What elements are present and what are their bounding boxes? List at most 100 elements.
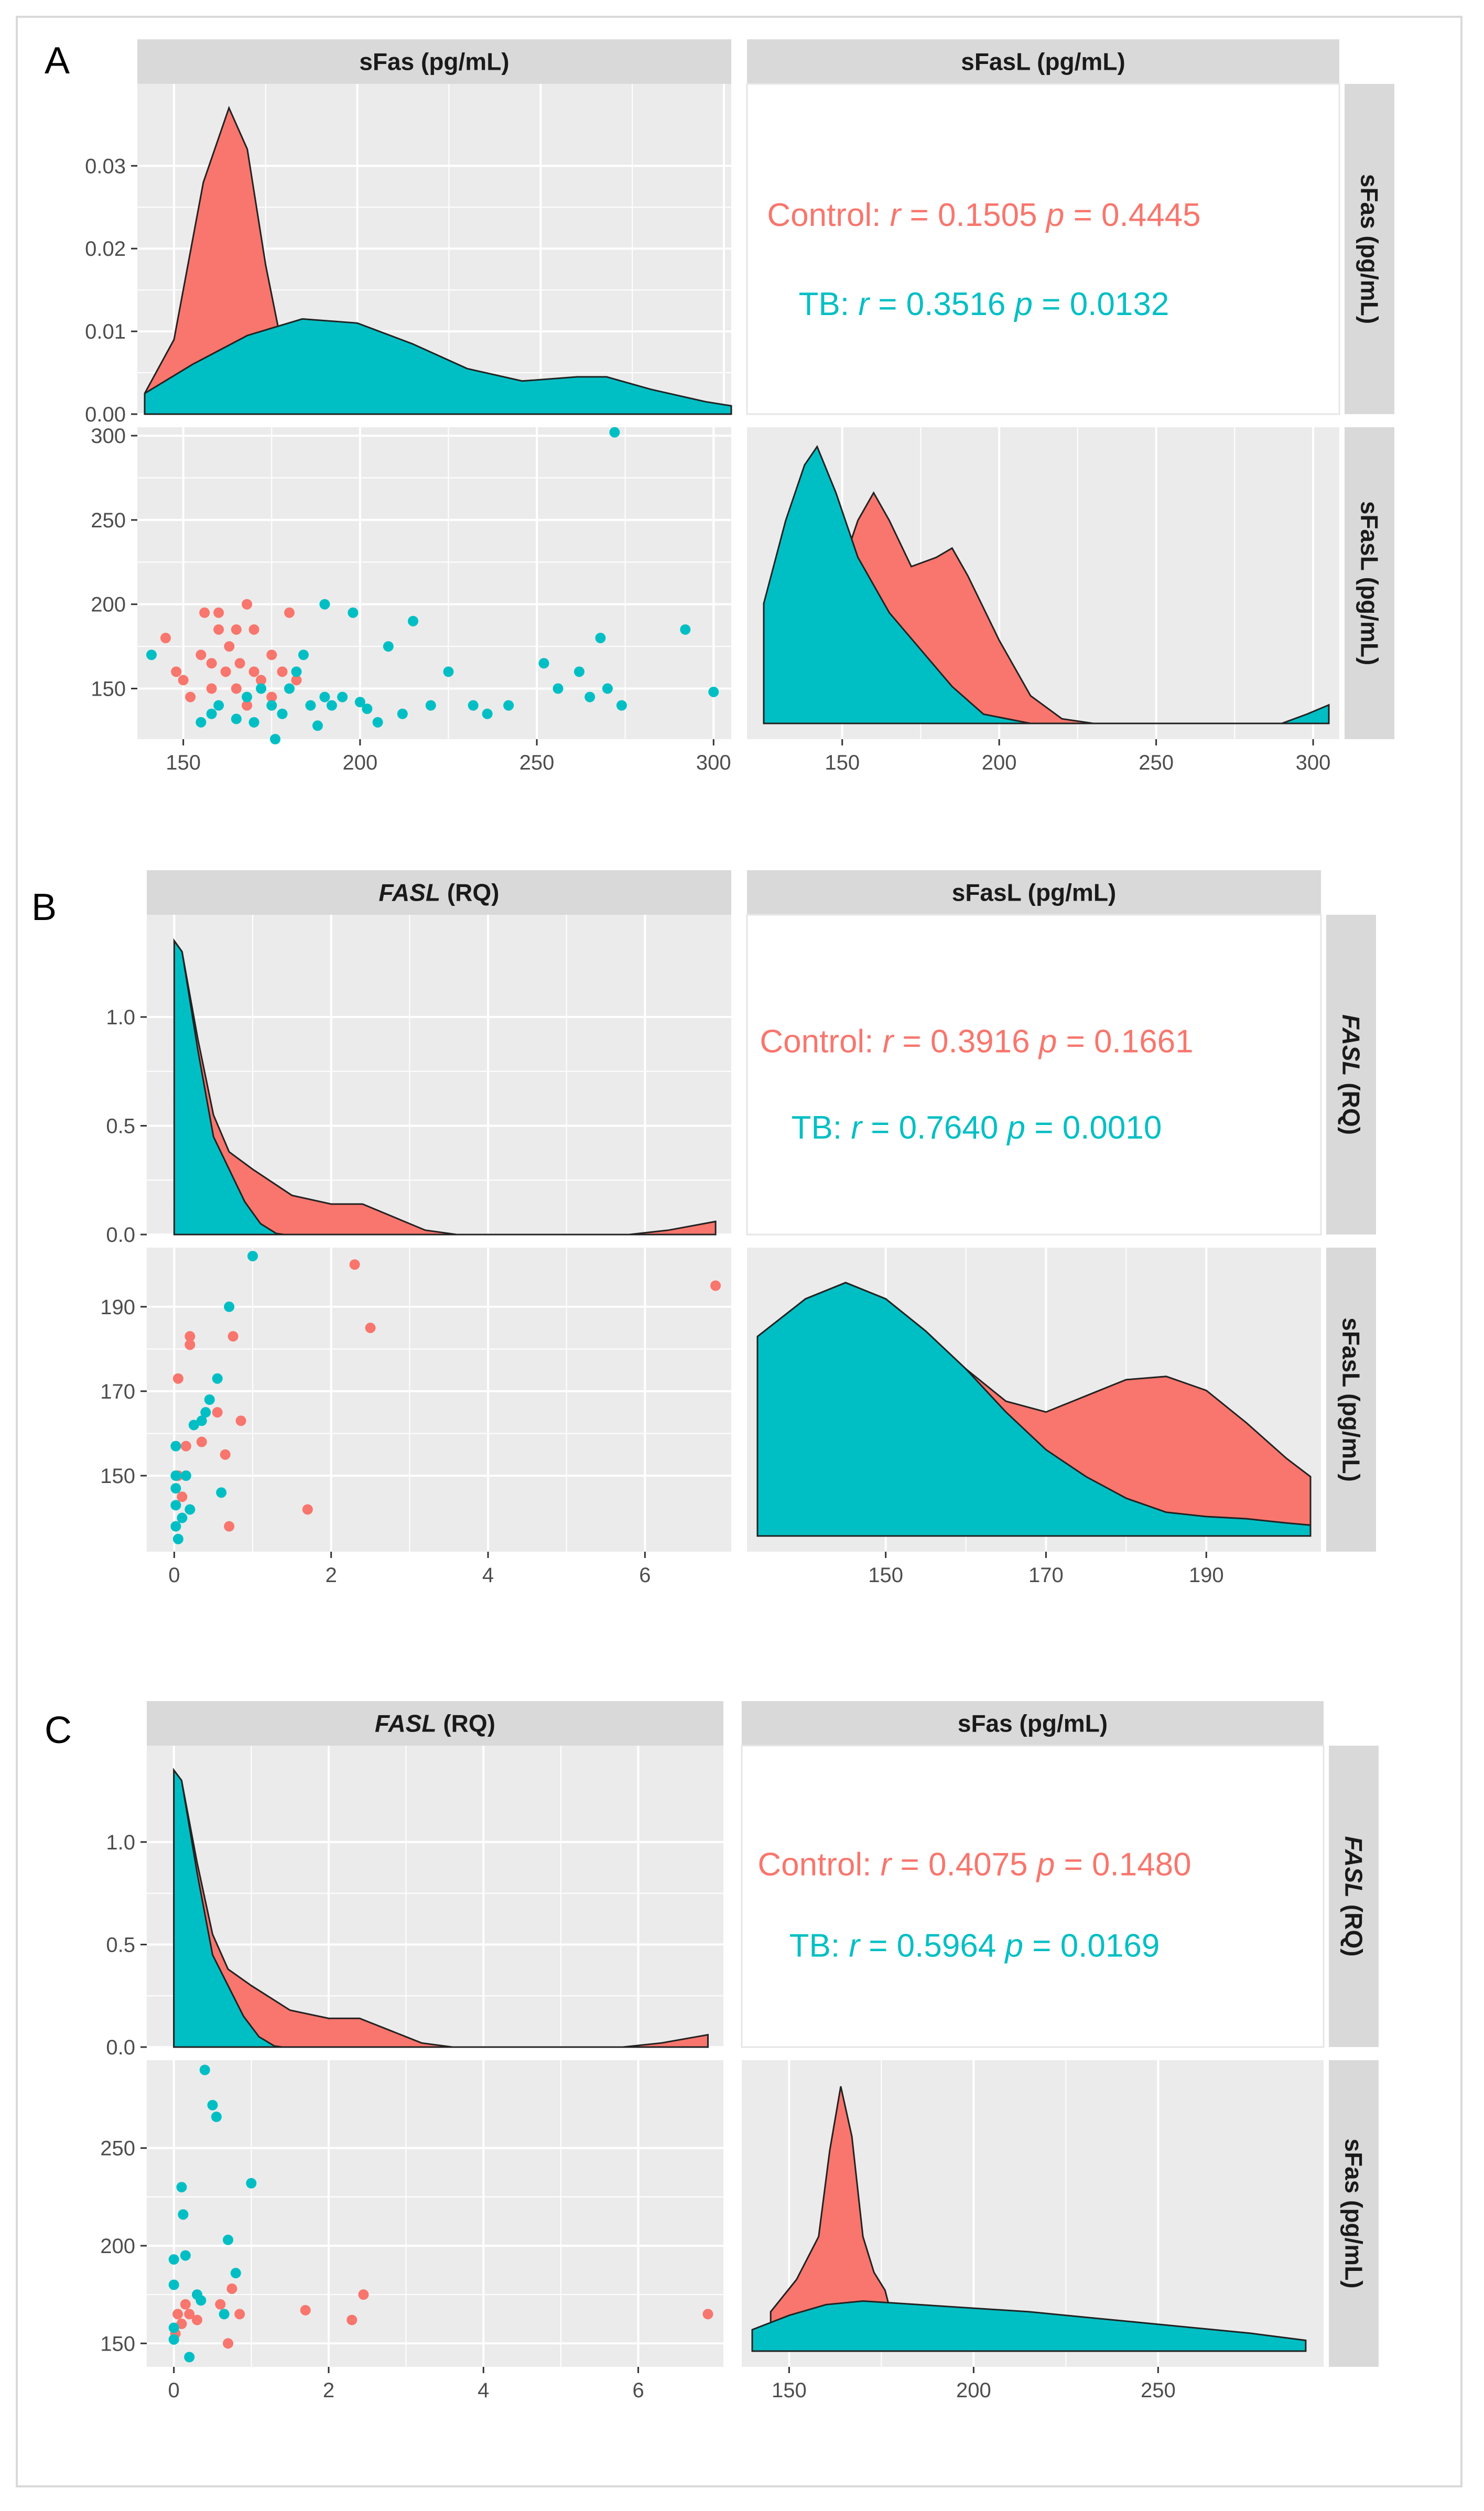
control-scatter-point: [226, 2283, 237, 2294]
tb-scatter-point: [291, 666, 302, 677]
tb-group: TB: [792, 1110, 833, 1146]
tb-scatter-point: [213, 700, 224, 711]
separator: :: [862, 1846, 880, 1882]
tb-scatter-point: [211, 2112, 222, 2123]
tb-scatter-point: [503, 700, 514, 711]
tb-scatter-point: [312, 720, 323, 731]
x-tick-label: 0: [168, 2379, 180, 2402]
separator: [1037, 197, 1046, 233]
control-scatter-point: [291, 675, 302, 686]
row-strip-label-background: [1345, 84, 1394, 414]
column-strip-label-background: [742, 1701, 1324, 1746]
tb-scatter-point: [305, 700, 316, 711]
tb-density-area: [763, 445, 1330, 724]
x-tick-label: 2: [326, 1564, 337, 1587]
row-strip-label: sFas (pg/mL): [1340, 2138, 1368, 2288]
control-group: Control: [760, 1023, 864, 1059]
x-tick-label: 250: [1141, 2379, 1176, 2402]
x-tick-label: 170: [1028, 1564, 1064, 1587]
y-tick-label: 0.0: [106, 2036, 135, 2059]
control-scatter-point: [172, 2309, 183, 2320]
figure-panel-c: C FASL (RQ) sFas (pg/mL) FASL (RQ) sFas (pg/…: [45, 1701, 1379, 2402]
y-tick-label: 190: [100, 1296, 135, 1319]
control-scatter-point: [184, 2309, 195, 2320]
control-correlation-text: Control: r = 0.1505 p = 0.4445: [767, 197, 1200, 233]
tb-scatter-point: [270, 734, 281, 744]
tb-scatter-point: [319, 599, 330, 610]
x-tick-label: 150: [166, 751, 201, 774]
x-tick-label: 4: [482, 1564, 494, 1587]
control-scatter-point: [213, 624, 224, 635]
tb-density-area: [173, 1768, 283, 2048]
control-p-symbol: p: [1036, 1846, 1055, 1882]
tb-scatter-point: [196, 717, 207, 728]
control-scatter-point: [176, 2319, 187, 2330]
tb-scatter-point: [176, 2182, 187, 2193]
tb-group: TB: [789, 1928, 831, 1964]
control-scatter-point: [242, 700, 253, 711]
tb-scatter-point: [482, 708, 493, 719]
control-r-symbol: r: [881, 1846, 893, 1882]
control-scatter-point: [284, 607, 295, 618]
tb-scatter-point: [170, 1500, 181, 1511]
y-tick-label: 170: [100, 1380, 135, 1403]
control-r: 0.3916: [930, 1023, 1030, 1059]
x-tick-label: 300: [696, 751, 731, 774]
tb-scatter-point: [146, 650, 157, 661]
scatter-gridlines: [137, 427, 731, 739]
control-scatter-point: [710, 1280, 721, 1291]
figure-panel-b: B FASL (RQ) sFasL (pg/mL) FASL (RQ) sFasL (p…: [31, 870, 1376, 1587]
tb-r: 0.3516: [906, 286, 1006, 322]
separator: =: [1023, 1928, 1060, 1964]
control-scatter-point: [196, 650, 207, 661]
control-scatter-point: [365, 1323, 376, 1334]
scatter-gridlines: [147, 2060, 723, 2367]
control-scatter-point: [266, 691, 277, 702]
separator: :: [872, 197, 890, 233]
tb-scatter-point: [170, 1483, 181, 1494]
row-strip-label-background: [1345, 427, 1394, 739]
control-scatter-point: [702, 2309, 713, 2320]
x-tick-label: 200: [343, 751, 378, 774]
separator: =: [869, 286, 906, 322]
separator: =: [901, 197, 938, 233]
correlation-panel: [746, 914, 1322, 1236]
y-tick-label: 0.5: [106, 1933, 135, 1956]
tb-scatter-point: [354, 697, 365, 708]
tb-r-symbol: r: [858, 286, 870, 322]
control-scatter-point: [178, 675, 189, 686]
x-tick-label: 300: [1296, 751, 1331, 774]
column-strip-label: sFasL (pg/mL): [961, 48, 1125, 75]
separator: [998, 1110, 1007, 1146]
tb-scatter-point: [242, 691, 253, 702]
separator: =: [891, 1846, 928, 1882]
control-scatter-point: [220, 1449, 231, 1460]
separator: [1028, 1846, 1037, 1882]
correlation-panel: [746, 83, 1340, 415]
control-scatter-point: [224, 641, 235, 652]
tb-scatter-point: [595, 633, 606, 644]
tb-scatter-point: [212, 1373, 223, 1384]
control-scatter-point: [248, 624, 259, 635]
row-strip-label-background: [1329, 1746, 1379, 2047]
x-tick-label: 150: [772, 2379, 807, 2402]
column-strip-label: FASL (RQ): [379, 879, 500, 906]
tb-scatter-point: [172, 1533, 183, 1544]
tb-p: 0.0169: [1060, 1928, 1160, 1964]
control-scatter-point: [212, 1407, 223, 1418]
control-scatter-point: [160, 633, 171, 644]
separator: =: [1057, 1023, 1094, 1059]
x-tick-label: 6: [632, 2379, 644, 2402]
tb-scatter-point: [538, 658, 549, 669]
control-r-symbol: r: [890, 197, 902, 233]
tb-scatter-point: [168, 2334, 179, 2345]
control-scatter-point: [346, 2314, 358, 2325]
tb-p-symbol: p: [1006, 1110, 1025, 1146]
tb-correlation-text: TB: r = 0.3516 p = 0.0132: [799, 286, 1169, 322]
control-scatter-point: [231, 683, 242, 694]
control-r: 0.1505: [938, 197, 1037, 233]
control-scatter-point: [215, 2299, 226, 2310]
control-correlation-text: Control: r = 0.4075 p = 0.1480: [757, 1846, 1191, 1882]
x-tick-label: 4: [478, 2379, 489, 2402]
x-tick-label: 250: [519, 751, 555, 774]
